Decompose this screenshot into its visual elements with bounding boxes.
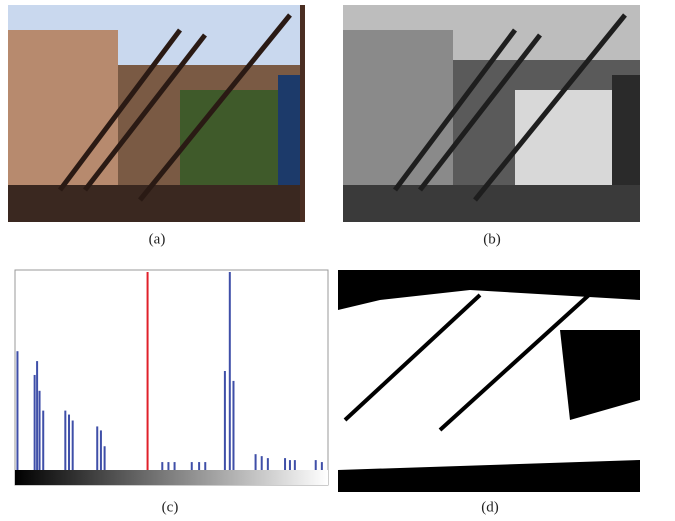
histogram-bar — [198, 462, 200, 470]
histogram-bar — [16, 351, 18, 470]
gray-scale-bar — [15, 470, 328, 485]
histogram-bar — [294, 460, 296, 470]
histogram-bar — [100, 430, 102, 470]
histogram-bar — [36, 361, 38, 470]
histogram-bar — [315, 460, 317, 470]
histogram-bar — [161, 462, 163, 470]
caption: (b) — [483, 231, 501, 247]
histogram-bar — [39, 391, 41, 470]
histogram-bar — [204, 462, 206, 470]
histogram-bar — [267, 458, 269, 470]
histogram-bar — [261, 456, 263, 470]
histogram-bar — [321, 462, 323, 470]
caption: (a) — [149, 231, 166, 247]
plot-frame — [15, 270, 328, 485]
caption: (c) — [162, 499, 179, 515]
histogram-bar — [72, 421, 74, 471]
histogram-bar — [289, 460, 291, 470]
histogram-bar — [229, 272, 231, 470]
histogram-bar — [255, 454, 257, 470]
figure: (a) (b) (c) (d) — [0, 0, 675, 521]
histogram-bar — [104, 446, 106, 470]
histogram-bar — [42, 411, 44, 470]
histogram-bar — [34, 375, 36, 470]
histogram-bar — [96, 426, 98, 470]
histogram-bar — [167, 462, 169, 470]
histogram — [15, 270, 328, 485]
histogram-bar — [284, 458, 286, 470]
histogram-bar — [68, 415, 70, 470]
histogram-bar — [64, 411, 66, 470]
histogram-marks — [16, 272, 322, 470]
photo-binary — [338, 270, 640, 492]
caption: (d) — [481, 499, 499, 515]
histogram-bar — [232, 381, 234, 470]
photo-color — [8, 5, 305, 222]
histogram-bar — [174, 462, 176, 470]
histogram-bar — [224, 371, 226, 470]
photo-gray — [343, 5, 640, 222]
histogram-bar — [191, 462, 193, 470]
